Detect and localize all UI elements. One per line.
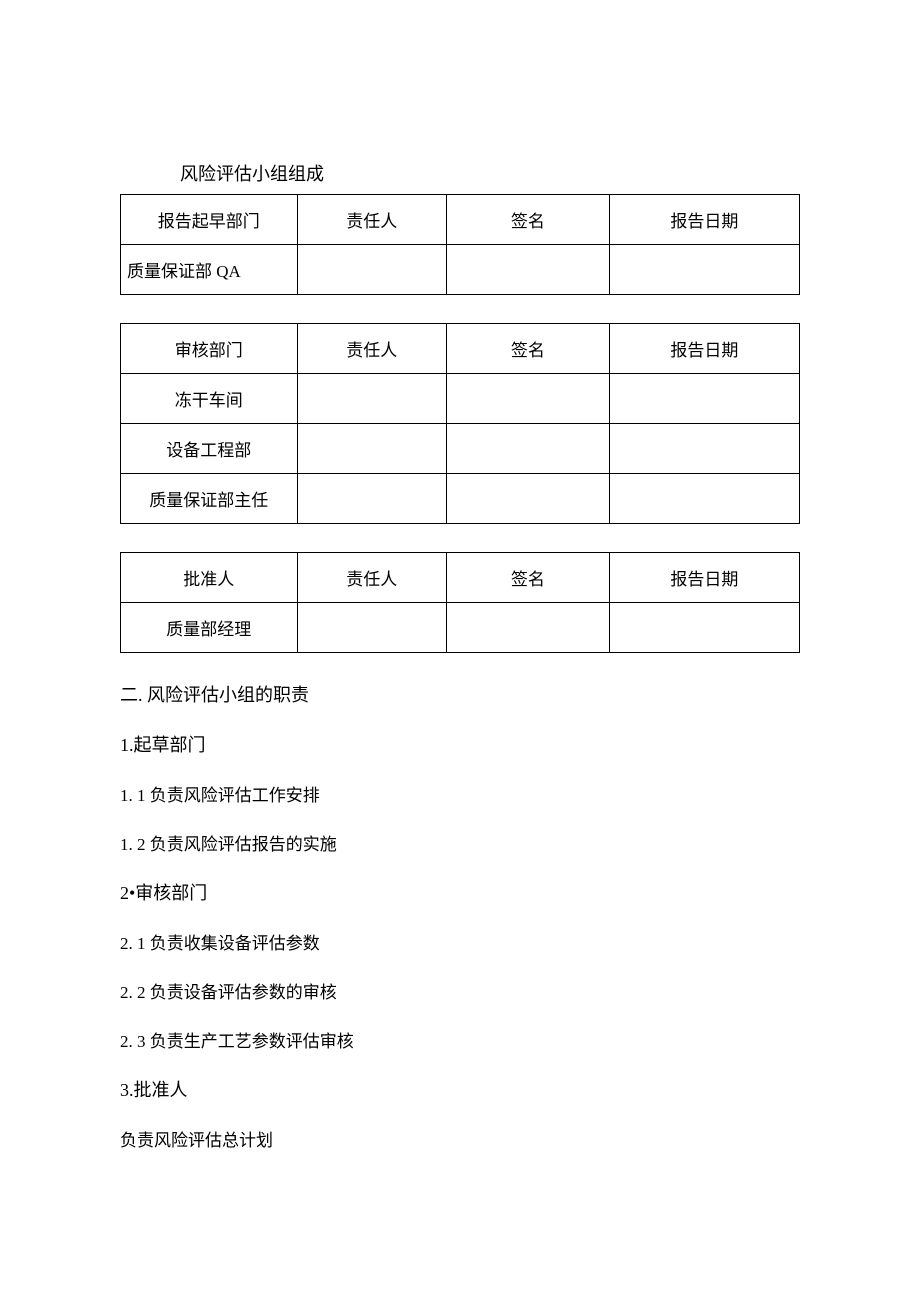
table-approver: 批准人 责任人 签名 报告日期 质量部经理: [120, 552, 800, 653]
header-cell: 责任人: [297, 324, 446, 374]
table-cell: 质量保证部主任: [121, 474, 298, 524]
table-header-row: 报告起早部门 责任人 签名 报告日期: [121, 195, 800, 245]
table-draft-dept: 报告起早部门 责任人 签名 报告日期 质量保证部 QA: [120, 194, 800, 295]
table-cell: [609, 474, 799, 524]
table-row: 质量保证部 QA: [121, 245, 800, 295]
header-cell: 签名: [446, 553, 609, 603]
table-cell: [446, 374, 609, 424]
item-text: 2. 2 负责设备评估参数的审核: [120, 978, 800, 1003]
table-row: 质量保证部主任: [121, 474, 800, 524]
subheading-review: 2•审核部门: [120, 879, 800, 905]
header-cell: 责任人: [297, 195, 446, 245]
table-row: 冻干车间: [121, 374, 800, 424]
section-title: 风险评估小组组成: [180, 160, 800, 186]
table-row: 质量部经理: [121, 603, 800, 653]
item-text: 2. 1 负责收集设备评估参数: [120, 929, 800, 954]
table-row: 设备工程部: [121, 424, 800, 474]
subheading-approver: 3.批准人: [120, 1076, 800, 1102]
table-header-row: 审核部门 责任人 签名 报告日期: [121, 324, 800, 374]
header-cell: 报告起早部门: [121, 195, 298, 245]
table-cell: 设备工程部: [121, 424, 298, 474]
header-cell: 批准人: [121, 553, 298, 603]
heading-responsibilities: 二. 风险评估小组的职责: [120, 681, 800, 707]
table-cell: [446, 424, 609, 474]
table-cell: [297, 374, 446, 424]
table-header-row: 批准人 责任人 签名 报告日期: [121, 553, 800, 603]
header-cell: 报告日期: [609, 195, 799, 245]
header-cell: 签名: [446, 324, 609, 374]
table-cell: [609, 424, 799, 474]
subheading-draft: 1.起草部门: [120, 731, 800, 757]
table-cell: [297, 474, 446, 524]
item-text: 2. 3 负责生产工艺参数评估审核: [120, 1027, 800, 1052]
table-cell: [446, 474, 609, 524]
table-cell: 质量部经理: [121, 603, 298, 653]
table-cell: [446, 603, 609, 653]
table-cell: [297, 424, 446, 474]
table-cell: [446, 245, 609, 295]
table-cell: [609, 374, 799, 424]
header-cell: 报告日期: [609, 324, 799, 374]
header-cell: 签名: [446, 195, 609, 245]
header-cell: 报告日期: [609, 553, 799, 603]
header-cell: 责任人: [297, 553, 446, 603]
table-cell: 冻干车间: [121, 374, 298, 424]
table-cell: 质量保证部 QA: [121, 245, 298, 295]
table-cell: [609, 603, 799, 653]
table-cell: [297, 603, 446, 653]
item-text: 负责风险评估总计划: [120, 1126, 800, 1151]
table-cell: [609, 245, 799, 295]
header-cell: 审核部门: [121, 324, 298, 374]
item-text: 1. 1 负责风险评估工作安排: [120, 781, 800, 806]
item-text: 1. 2 负责风险评估报告的实施: [120, 830, 800, 855]
table-cell: [297, 245, 446, 295]
table-review-dept: 审核部门 责任人 签名 报告日期 冻干车间 设备工程部 质量保证部主任: [120, 323, 800, 524]
